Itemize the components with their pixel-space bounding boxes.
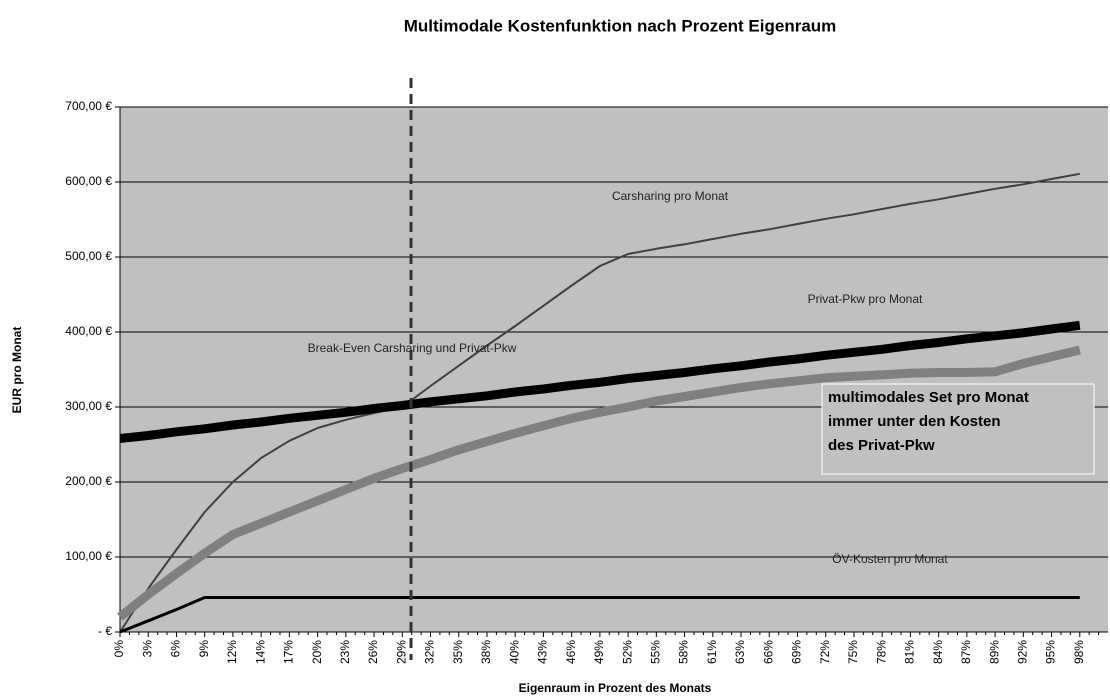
x-tick-label: 92%	[1015, 640, 1029, 664]
x-tick-label: 32%	[423, 640, 437, 664]
x-tick-label: 75%	[846, 640, 860, 664]
y-tick-label: 100,00 €	[65, 549, 112, 563]
x-tick-label: 3%	[140, 640, 154, 658]
x-tick-label: 55%	[649, 640, 663, 664]
x-tick-label: 63%	[733, 640, 747, 664]
x-tick-label: 69%	[790, 640, 804, 664]
y-tick-label: 300,00 €	[65, 399, 112, 413]
annotation: des Privat-Pkw	[828, 437, 935, 454]
x-tick-label: 26%	[366, 640, 380, 664]
x-tick-label: 78%	[874, 640, 888, 664]
series-label: ÖV-Kosten pro Monat	[832, 552, 948, 566]
x-tick-label: 12%	[225, 640, 239, 664]
y-tick-label: 700,00 €	[65, 99, 112, 113]
x-tick-label: 84%	[931, 640, 945, 664]
x-tick-label: 95%	[1044, 640, 1058, 664]
x-tick-label: 40%	[507, 640, 521, 664]
x-tick-label: 49%	[592, 640, 606, 664]
x-tick-label: 38%	[479, 640, 493, 664]
x-tick-label: 58%	[677, 640, 691, 664]
series-line	[119, 596, 1080, 634]
annotation: multimodales Set pro Monat	[828, 389, 1029, 406]
x-tick-label: 17%	[282, 640, 296, 664]
x-tick-label: 46%	[564, 640, 578, 664]
annotation-box	[821, 383, 1095, 475]
x-axis-title: Eigenraum in Prozent des Monats	[519, 681, 712, 695]
x-tick-label: 61%	[705, 640, 719, 664]
x-tick-label: 72%	[818, 640, 832, 664]
annotation: Break-Even Carsharing und Privat-Pkw	[308, 341, 517, 355]
x-tick-label: 87%	[959, 640, 973, 664]
x-tick-label: 98%	[1072, 640, 1086, 664]
x-tick-label: 52%	[620, 640, 634, 664]
y-tick-label: 600,00 €	[65, 174, 112, 188]
x-tick-label: 9%	[197, 640, 211, 658]
series-line	[119, 172, 1080, 633]
x-tick-label: 66%	[761, 640, 775, 664]
series-label: Privat-Pkw pro Monat	[808, 292, 923, 306]
x-tick-label: 81%	[903, 640, 917, 664]
series-line	[119, 320, 1081, 443]
y-tick-label: 500,00 €	[65, 249, 112, 263]
y-tick-label: 400,00 €	[65, 324, 112, 338]
chart-title: Multimodale Kostenfunktion nach Prozent …	[404, 16, 837, 35]
x-tick-label: 89%	[987, 640, 1001, 664]
x-tick-label: 20%	[310, 640, 324, 664]
x-tick-label: 6%	[169, 640, 183, 658]
series-line	[117, 345, 1081, 621]
x-tick-label: 23%	[338, 640, 352, 664]
x-tick-label: 0%	[112, 640, 126, 658]
annotation: immer unter den Kosten	[828, 413, 1001, 430]
series-label: Carsharing pro Monat	[612, 189, 729, 203]
x-tick-label: 35%	[451, 640, 465, 664]
x-tick-label: 29%	[394, 640, 408, 664]
x-tick-label: 14%	[253, 640, 267, 664]
y-tick-label: 200,00 €	[65, 474, 112, 488]
y-tick-label: - €	[98, 624, 112, 638]
y-axis-title: EUR pro Monat	[10, 327, 24, 414]
x-tick-label: 43%	[536, 640, 550, 664]
